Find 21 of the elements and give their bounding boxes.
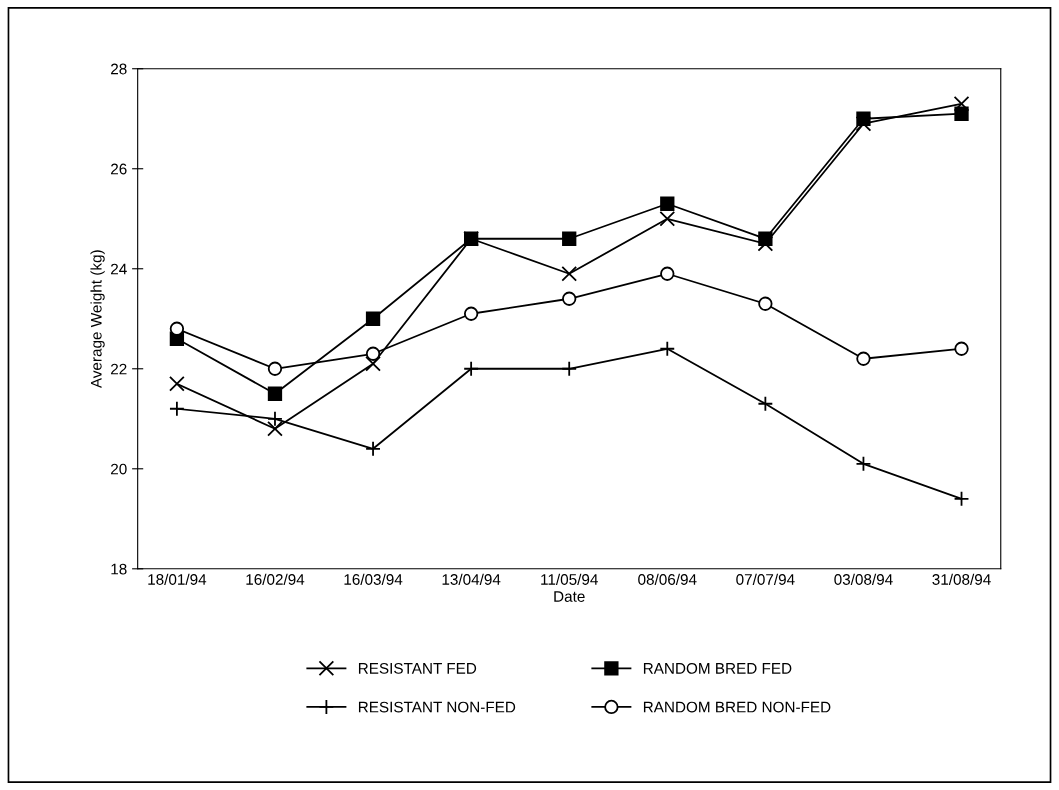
x-tick-label: 16/02/94 <box>246 573 305 585</box>
legend-label: RESISTANT NON-FED <box>358 701 516 713</box>
y-tick-label: 24 <box>111 263 127 275</box>
y-axis-title: Average Weight (kg) <box>90 250 105 389</box>
x-axis-title: Date <box>554 591 585 602</box>
legend-label: RANDOM BRED NON-FED <box>643 701 831 713</box>
y-tick-label: 28 <box>111 63 127 75</box>
legend-label: RESISTANT FED <box>358 662 477 674</box>
y-tick-label: 22 <box>111 363 127 375</box>
x-tick-label: 03/08/94 <box>834 573 893 585</box>
x-tick-label: 31/08/94 <box>932 573 991 585</box>
x-tick-label: 08/06/94 <box>638 573 697 585</box>
y-tick-label: 20 <box>111 463 127 475</box>
x-tick-label: 13/04/94 <box>442 573 501 585</box>
x-tick-label: 18/01/94 <box>148 573 207 585</box>
x-tick-label: 11/05/94 <box>541 573 598 585</box>
y-tick-label: 18 <box>111 563 127 575</box>
legend-label: RANDOM BRED FED <box>643 662 792 674</box>
x-tick-label: 07/07/94 <box>736 573 795 585</box>
x-tick-label: 16/03/94 <box>344 573 403 585</box>
y-tick-label: 26 <box>111 163 127 175</box>
